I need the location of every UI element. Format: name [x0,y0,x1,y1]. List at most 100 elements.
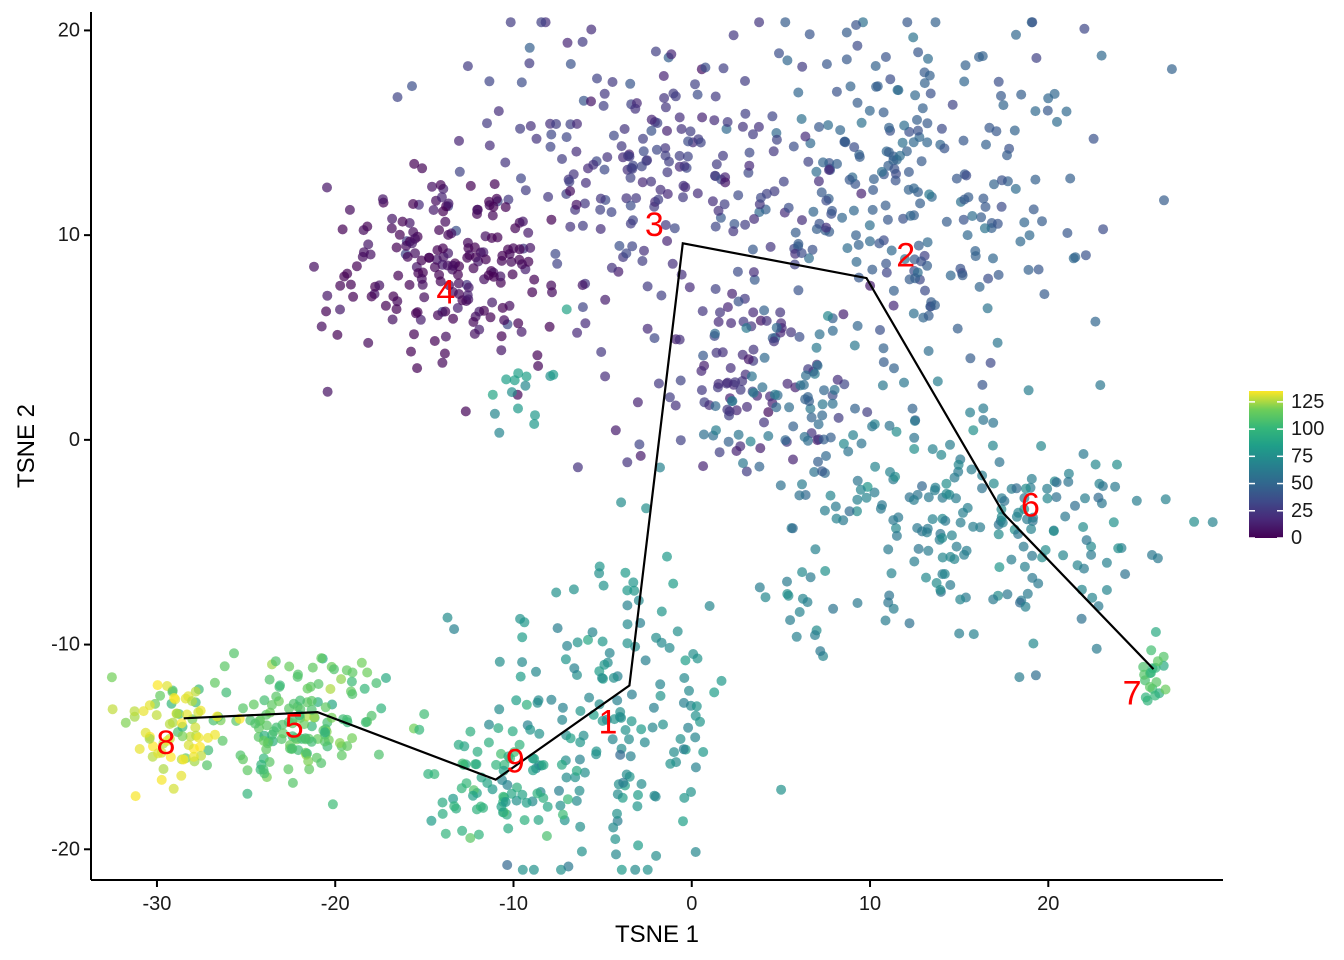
scatter-point [564,176,575,187]
scatter-point [769,389,780,400]
scatter-point [505,17,516,28]
scatter-point [1040,545,1051,555]
scatter-point [488,201,499,212]
scatter-point [1022,588,1033,599]
scatter-point [321,306,332,317]
scatter-point [639,737,650,748]
scatter-point [1018,541,1029,552]
scatter-point [852,97,863,108]
scatter-point [979,223,990,234]
scatter-point [528,864,539,875]
scatter-point [572,327,583,338]
scatter-point [242,765,253,776]
scatter-point [742,401,752,412]
y-tick-label: 10 [58,224,80,246]
scatter-point [960,60,971,71]
scatter-point [670,400,681,411]
scatter-point [1022,514,1032,525]
scatter-point [852,506,862,517]
scatter-point [1042,105,1053,116]
scatter-point [728,226,739,237]
scatter-point [616,141,627,152]
scatter-point [930,300,940,311]
scatter-point [724,406,735,417]
scatter-point [667,258,678,269]
scatter-point [544,321,555,332]
scatter-point [796,114,807,124]
scatter-point [606,207,617,218]
scatter-point [788,141,799,152]
scatter-point [885,467,895,477]
scatter-point [1160,494,1171,505]
scatter-point [932,376,943,387]
scatter-point [638,146,649,157]
x-tick-label: 10 [859,893,881,915]
scatter-point [523,227,534,238]
scatter-point [1020,483,1031,494]
scatter-point [1110,481,1121,492]
scatter-point [835,125,846,136]
scatter-point [453,269,463,280]
scatter-point [844,174,855,185]
scatter-point [517,632,528,643]
scatter-point [740,76,750,86]
scatter-point [1015,236,1026,247]
scatter-point [527,287,538,298]
scatter-point [797,215,807,226]
scatter-point [864,105,875,116]
scatter-point [1112,459,1122,470]
scatter-point [437,808,448,819]
scatter-point [856,188,867,199]
legend-tick-label: 25 [1291,500,1313,522]
x-tick-label: 20 [1037,893,1059,915]
scatter-point [423,769,434,779]
scatter-point [517,789,528,800]
scatter-point [494,427,505,438]
scatter-point [325,684,336,694]
scatter-point [812,360,823,371]
scatter-point [190,686,201,697]
scatter-point [531,666,541,677]
scatter-point [759,352,770,363]
scatter-point [886,568,897,579]
scatter-point [322,290,333,301]
scatter-point [919,78,930,89]
scatter-point [821,222,832,233]
scatter-point [316,321,327,332]
scatter-point [642,281,653,292]
scatter-point [941,488,952,499]
scatter-point [983,273,994,284]
scatter-point [989,179,999,190]
scatter-point [690,732,701,743]
scatter-point [572,462,583,473]
scatter-point [793,285,804,296]
scatter-point [516,326,527,337]
scatter-point [465,726,476,737]
scatter-point [300,734,311,745]
scatter-point [551,587,562,598]
scatter-point [560,654,571,665]
scatter-point [658,719,668,730]
scatter-point [1030,174,1041,185]
scatter-point [840,137,851,148]
scatter-point [733,296,744,307]
scatter-point [915,198,926,209]
scatter-point [832,374,843,385]
scatter-point [783,590,794,601]
scatter-point [387,314,398,325]
scatter-point [313,679,324,689]
scatter-point [958,135,969,146]
scatter-point [417,163,428,174]
scatter-point [754,17,765,28]
scatter-point [993,529,1004,540]
scatter-point [628,577,639,588]
scatter-point [283,764,294,775]
scatter-point [595,224,606,234]
scatter-point [817,399,828,410]
scatter-point [716,675,727,686]
scatter-point [1070,500,1080,511]
scatter-point [662,551,672,562]
scatter-point [907,403,918,414]
scatter-point [685,126,696,137]
scatter-point [337,224,348,235]
